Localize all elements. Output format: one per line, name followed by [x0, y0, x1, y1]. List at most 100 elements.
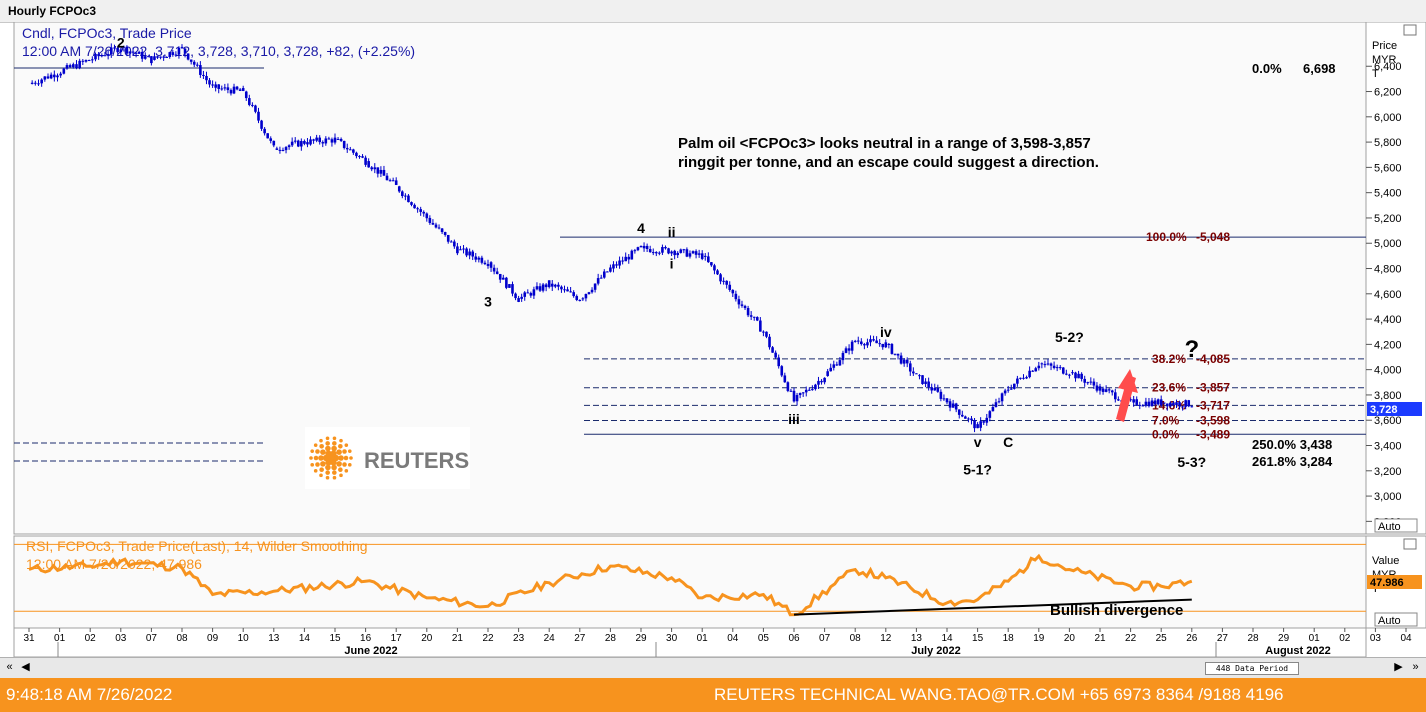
candle-body	[762, 331, 765, 333]
candle-body	[122, 46, 126, 48]
wave-label: i	[670, 256, 674, 272]
candle-body	[948, 401, 952, 408]
candle-body	[838, 360, 842, 366]
candle-body	[716, 270, 719, 275]
candle-body	[1095, 385, 1099, 391]
candle-body	[474, 256, 478, 260]
candle-body	[743, 305, 747, 309]
candle-body	[1006, 389, 1010, 391]
x-tick-label: 01	[1309, 633, 1321, 644]
candle-body	[768, 336, 771, 348]
candle-body	[428, 217, 432, 223]
candle-body	[456, 246, 459, 254]
candle-body	[388, 180, 392, 182]
candle-body	[404, 195, 407, 197]
scroll-last-button[interactable]: »	[1412, 661, 1419, 673]
candle-body	[713, 265, 716, 271]
candle-body	[967, 418, 970, 420]
candle-body	[823, 377, 826, 383]
x-tick-label: 01	[697, 633, 709, 644]
x-tick-label: 24	[544, 633, 556, 644]
candle-body	[1019, 377, 1022, 379]
y-tick-label: 4,400	[1374, 314, 1402, 326]
candle-body	[489, 262, 493, 268]
candle-body	[287, 145, 291, 148]
candle-body	[401, 191, 404, 197]
wave-label: C	[1003, 434, 1013, 450]
price-axis-ticks: 2,8003,0003,2003,4003,6003,8004,0004,200…	[1366, 61, 1402, 528]
scroll-right-button[interactable]: ▶	[1394, 661, 1403, 673]
x-tick-label: 15	[329, 633, 341, 644]
candle-body	[269, 138, 273, 141]
candle-body	[572, 292, 575, 297]
candle-body	[630, 250, 634, 260]
wave-label: v	[974, 434, 982, 450]
fib-value: -3,857	[1196, 381, 1230, 395]
scroll-left-button[interactable]: ◀	[21, 661, 30, 673]
candle-body	[419, 209, 422, 212]
logo-dot	[328, 455, 334, 461]
divergence-trendline	[793, 598, 1192, 616]
candle-body	[933, 387, 937, 391]
candle-body	[143, 56, 147, 59]
candle-body	[192, 61, 196, 65]
candle-body	[137, 51, 141, 54]
x-tick-label: 19	[1033, 633, 1045, 644]
current-price-flag	[1367, 402, 1422, 416]
horizontal-scrollbar[interactable]: « ◀ 448 Data Period ▶ »	[0, 657, 1426, 678]
candle-body	[453, 241, 456, 247]
candle-body	[829, 367, 833, 372]
up-arrow-head	[1118, 369, 1138, 393]
logo-dot	[325, 470, 330, 475]
x-tick-label: 09	[207, 633, 219, 644]
candle-body	[211, 84, 214, 86]
candle-body	[413, 204, 416, 209]
candle-body	[853, 340, 857, 342]
candle-body	[315, 137, 318, 141]
candle-body	[697, 253, 701, 255]
candle-body	[385, 175, 389, 181]
x-tick-label: 26	[1186, 633, 1198, 644]
candle-body	[887, 344, 891, 346]
time-axis-ticks: 31 01 02 03 07 08 09 10 13 14 15 16 17 20 21 22 23 24 27 28…	[23, 628, 1412, 657]
candle-body	[1190, 406, 1194, 408]
x-tick-label: 29	[1278, 633, 1290, 644]
candle-body	[814, 384, 817, 390]
fib-ext-250: 250.0% 3,438	[1252, 437, 1332, 452]
candle-body	[731, 289, 735, 294]
rsi-auto-label: Auto	[1378, 615, 1401, 627]
candle-body	[798, 393, 802, 396]
candle-body	[985, 417, 989, 423]
scroll-first-button[interactable]: «	[6, 661, 13, 673]
logo-dot	[339, 473, 343, 478]
candle-body	[532, 289, 536, 296]
candle-body	[866, 342, 869, 346]
y-tick-label: 4,000	[1374, 365, 1402, 377]
x-tick-label: 14	[299, 633, 311, 644]
candle-body	[563, 289, 566, 291]
candle-body	[140, 51, 144, 59]
rsi-auto-button[interactable]	[1374, 612, 1418, 627]
price-pane-restore-button[interactable]	[1403, 24, 1417, 36]
candle-body	[979, 421, 982, 428]
candle-body	[954, 403, 958, 410]
x-tick-label: 03	[1370, 633, 1382, 644]
candle-body	[593, 283, 597, 290]
candle-body	[327, 138, 331, 140]
candle-body	[220, 88, 224, 90]
candle-body	[459, 249, 462, 251]
candle-body	[480, 257, 484, 263]
candle-body	[1144, 401, 1148, 406]
rsi-pane-restore-button[interactable]	[1403, 538, 1417, 550]
candle-body	[1135, 399, 1139, 405]
scroll-thumb[interactable]: 448 Data Period	[1205, 662, 1299, 675]
logo-dot	[309, 456, 313, 460]
y-tick-label: 4,200	[1374, 339, 1402, 351]
candle-body	[1147, 401, 1151, 407]
candle-body	[410, 202, 413, 205]
candle-body	[682, 249, 686, 251]
x-tick-label: 04	[1400, 633, 1412, 644]
x-tick-label: 06	[788, 633, 800, 644]
price-auto-button[interactable]	[1374, 518, 1418, 533]
candle-body	[896, 353, 900, 356]
